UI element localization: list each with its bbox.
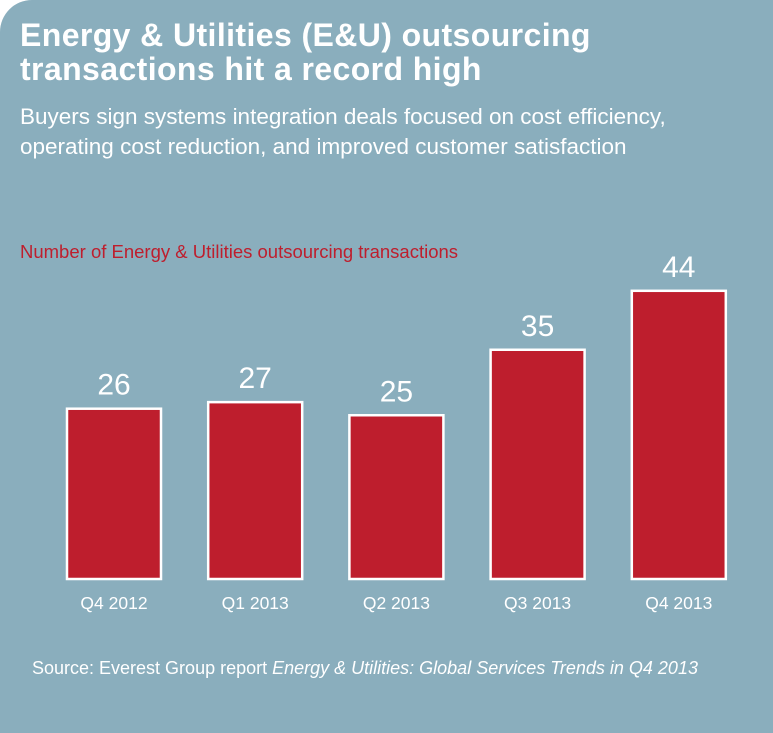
x-tick-label: Q4 2012 xyxy=(80,593,147,613)
data-label: 26 xyxy=(97,369,130,402)
bar-q1-2013 xyxy=(206,400,304,581)
y-axis-label: Number of Energy & Utilities outsourcing… xyxy=(20,241,459,262)
source-report-title: Energy & Utilities: Global Services Tren… xyxy=(272,658,698,678)
chart-subtitle: Buyers sign systems integration deals fo… xyxy=(20,104,666,159)
data-label: 44 xyxy=(662,251,695,284)
bar-q3-2013 xyxy=(489,348,586,581)
bar-q4-2013 xyxy=(630,289,728,581)
bar-q4-2012 xyxy=(65,407,163,581)
data-label: 25 xyxy=(380,375,413,408)
x-tick-label: Q2 2013 xyxy=(363,593,430,613)
x-tick-label: Q4 2013 xyxy=(645,593,712,613)
source-note: Source: Everest Group report Energy & Ut… xyxy=(32,657,732,679)
x-tick-label: Q1 2013 xyxy=(222,593,289,613)
data-label: 27 xyxy=(239,362,272,395)
chart-title: Energy & Utilities (E&U) outsourcing tra… xyxy=(20,17,591,87)
data-label: 35 xyxy=(521,310,554,343)
bar-q2-2013 xyxy=(348,414,445,581)
source-prefix: Source: Everest Group report xyxy=(32,658,273,678)
x-tick-label: Q3 2013 xyxy=(504,593,571,613)
